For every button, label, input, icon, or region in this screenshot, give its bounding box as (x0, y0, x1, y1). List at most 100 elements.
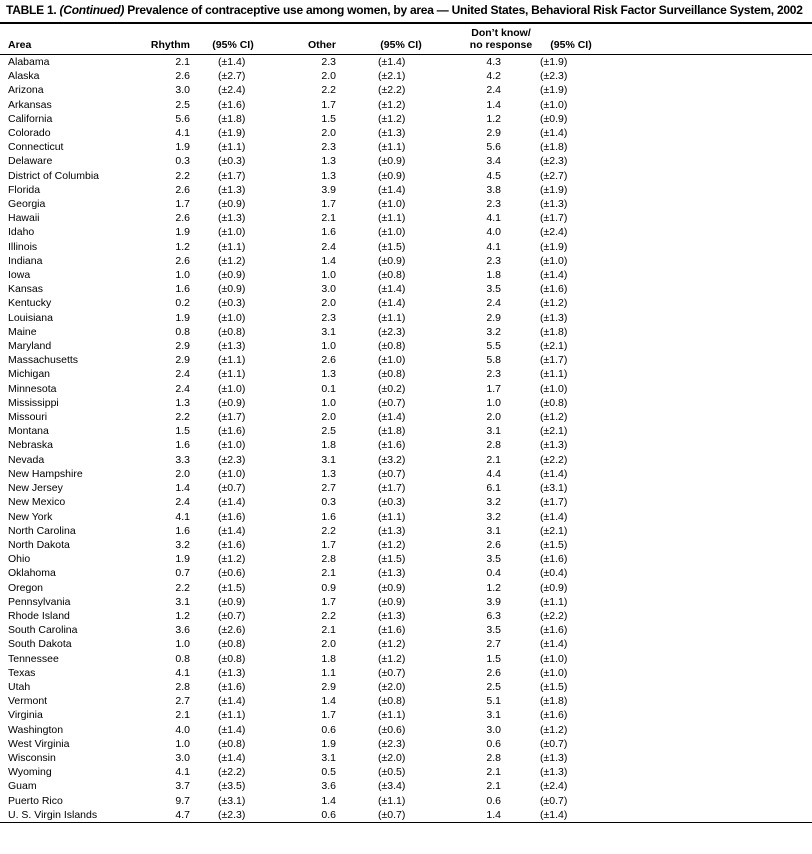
cell-rhythm-ci: (±1.0) (218, 467, 246, 480)
cell-other-ci: (±1.1) (378, 794, 406, 807)
cell-rhythm: 4.7 (175, 808, 190, 821)
table-row: Tennessee 0.8 (±0.8) 1.8 (±1.2) 1.5 (±1.0) (0, 652, 812, 666)
cell-other-ci: (±1.4) (378, 183, 406, 196)
cell-rhythm: 3.7 (175, 780, 190, 793)
cell-other: 3.0 (321, 283, 336, 296)
cell-filler (606, 83, 812, 97)
table-row: District of Columbia 2.2 (±1.7) 1.3 (±0.9) 4.… (0, 169, 812, 183)
cell-rhythm-ci: (±3.5) (218, 780, 246, 793)
cell-dontknow-ci: (±0.8) (540, 396, 568, 409)
cell-other-ci: (±2.0) (378, 751, 406, 764)
table-row: Pennsylvania 3.1 (±0.9) 1.7 (±0.9) 3.9 (±1.1) (0, 595, 812, 609)
cell-rhythm-ci: (±2.7) (218, 70, 246, 83)
cell-rhythm-ci: (±0.9) (218, 198, 246, 211)
cell-dontknow-ci: (±1.2) (540, 297, 568, 310)
cell-dontknow-ci: (±1.0) (540, 254, 568, 267)
table-row: Guam 3.7 (±3.5) 3.6 (±3.4) 2.1 (±2.4) (0, 779, 812, 793)
cell-filler (606, 240, 812, 254)
cell-area: Utah (8, 680, 31, 693)
cell-filler (606, 581, 812, 595)
cell-other: 1.1 (321, 666, 336, 679)
cell-other-ci: (±1.1) (378, 141, 406, 154)
table-row: Rhode Island 1.2 (±0.7) 2.2 (±1.3) 6.3 (±2.2) (0, 609, 812, 623)
table-row: Minnesota 2.4 (±1.0) 0.1 (±0.2) 1.7 (±1.0) (0, 382, 812, 396)
cell-other-ci: (±0.9) (378, 581, 406, 594)
cell-other: 1.3 (321, 169, 336, 182)
cell-rhythm: 2.6 (175, 212, 190, 225)
cell-dontknow-ci: (±1.3) (540, 751, 568, 764)
table-row: Utah 2.8 (±1.6) 2.9 (±2.0) 2.5 (±1.5) (0, 680, 812, 694)
table-row: Virginia 2.1 (±1.1) 1.7 (±1.1) 3.1 (±1.6) (0, 708, 812, 722)
cell-dontknow-ci: (±1.4) (540, 269, 568, 282)
cell-other-ci: (±1.1) (378, 311, 406, 324)
cell-other: 2.0 (321, 297, 336, 310)
cell-dontknow-ci: (±1.0) (540, 666, 568, 679)
cell-filler (606, 311, 812, 325)
table-row: Wyoming 4.1 (±2.2) 0.5 (±0.5) 2.1 (±1.3) (0, 765, 812, 779)
cell-other-ci: (±1.5) (378, 240, 406, 253)
cell-area: Vermont (8, 695, 48, 708)
cell-dontknow-ci: (±3.1) (540, 482, 568, 495)
table-row: Nebraska 1.6 (±1.0) 1.8 (±1.6) 2.8 (±1.3) (0, 438, 812, 452)
cell-dontknow: 0.6 (486, 794, 501, 807)
cell-rhythm: 2.4 (175, 496, 190, 509)
cell-dontknow-ci: (±2.2) (540, 609, 568, 622)
cell-other: 3.6 (321, 780, 336, 793)
cell-filler (606, 211, 812, 225)
cell-filler (606, 467, 812, 481)
cell-filler (606, 737, 812, 751)
table-row: Oregon 2.2 (±1.5) 0.9 (±0.9) 1.2 (±0.9) (0, 581, 812, 595)
cell-rhythm-ci: (±0.3) (218, 297, 246, 310)
cell-other: 1.0 (321, 396, 336, 409)
cell-filler (606, 623, 812, 637)
cell-dontknow-ci: (±1.8) (540, 695, 568, 708)
cell-filler (606, 779, 812, 793)
cell-rhythm-ci: (±1.4) (218, 723, 246, 736)
cell-area: Kansas (8, 283, 44, 296)
cell-rhythm-ci: (±0.6) (218, 567, 246, 580)
cell-rhythm-ci: (±1.0) (218, 382, 246, 395)
cell-area: Delaware (8, 155, 53, 168)
cell-area: Florida (8, 183, 41, 196)
table-row: Mississippi 1.3 (±0.9) 1.0 (±0.7) 1.0 (±0.8) (0, 396, 812, 410)
cell-filler (606, 169, 812, 183)
cell-other: 2.6 (321, 354, 336, 367)
col-header-dontknow-ci: (95% CI) (536, 24, 606, 55)
cell-other: 1.7 (321, 595, 336, 608)
cell-other-ci: (±1.1) (378, 510, 406, 523)
cell-area: Maryland (8, 340, 52, 353)
cell-rhythm-ci: (±0.8) (218, 652, 246, 665)
cell-filler (606, 225, 812, 239)
cell-dontknow-ci: (±0.4) (540, 567, 568, 580)
cell-dontknow: 2.6 (486, 538, 501, 551)
table-row: Oklahoma 0.7 (±0.6) 2.1 (±1.3) 0.4 (±0.4) (0, 566, 812, 580)
cell-dontknow: 2.7 (486, 638, 501, 651)
cell-filler (606, 552, 812, 566)
table-row: Washington 4.0 (±1.4) 0.6 (±0.6) 3.0 (±1.2) (0, 723, 812, 737)
cell-rhythm: 1.3 (175, 396, 190, 409)
cell-other-ci: (±0.8) (378, 340, 406, 353)
cell-dontknow-ci: (±1.9) (540, 240, 568, 253)
cell-dontknow: 1.0 (486, 396, 501, 409)
cell-dontknow: 3.1 (486, 425, 501, 438)
cell-other-ci: (±0.7) (378, 396, 406, 409)
cell-area: Tennessee (8, 652, 59, 665)
table-row: New Jersey 1.4 (±0.7) 2.7 (±1.7) 6.1 (±3.1) (0, 481, 812, 495)
cell-rhythm: 2.1 (175, 709, 190, 722)
cell-rhythm: 0.2 (175, 297, 190, 310)
cell-rhythm-ci: (±1.3) (218, 666, 246, 679)
cell-other-ci: (±2.3) (378, 325, 406, 338)
cell-rhythm: 4.0 (175, 723, 190, 736)
cell-filler (606, 154, 812, 168)
cell-area: Nevada (8, 453, 45, 466)
cell-other-ci: (±0.3) (378, 496, 406, 509)
cell-rhythm: 1.0 (175, 638, 190, 651)
cell-area: Virginia (8, 709, 43, 722)
cell-filler (606, 524, 812, 538)
cell-dontknow: 3.0 (486, 723, 501, 736)
cell-dontknow-ci: (±1.2) (540, 723, 568, 736)
cell-other: 1.8 (321, 439, 336, 452)
cell-area: Puerto Rico (8, 794, 63, 807)
table-row: Nevada 3.3 (±2.3) 3.1 (±3.2) 2.1 (±2.2) (0, 453, 812, 467)
cell-dontknow: 1.7 (486, 382, 501, 395)
